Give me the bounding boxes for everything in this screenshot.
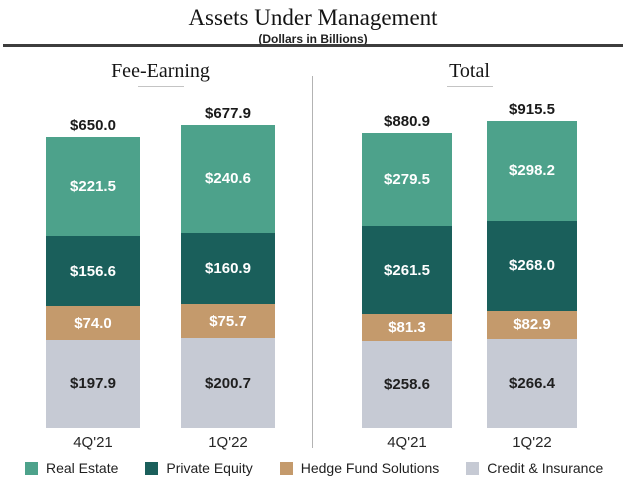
legend-item-credit-insurance: Credit & Insurance — [466, 460, 603, 476]
segment-real-estate: $298.2 — [487, 121, 577, 221]
legend-label: Credit & Insurance — [487, 460, 604, 476]
segment-private-equity: $156.6 — [46, 236, 140, 307]
legend-label: Private Equity — [166, 460, 253, 476]
legend-item-real-estate: Real Estate — [25, 460, 118, 476]
bar-total-label: $677.9 — [205, 105, 251, 122]
legend-swatch-icon — [279, 461, 293, 475]
stacked-bar-total-1q22: $915.5 $298.2 $268.0 $82.9 $266.4 — [487, 101, 577, 428]
legend-label: Real Estate — [46, 460, 119, 476]
chart-subtitle: (Dollars in Billions) — [258, 32, 368, 46]
segment-private-equity: $160.9 — [181, 232, 275, 305]
segment-real-estate: $240.6 — [181, 125, 275, 233]
segment-private-equity: $268.0 — [487, 220, 577, 311]
segment-hedge-fund-solutions: $81.3 — [362, 314, 452, 342]
bar-total-label: $915.5 — [509, 101, 555, 118]
x-axis-label: 4Q'21 — [387, 434, 427, 451]
segment-real-estate: $279.5 — [362, 132, 452, 227]
group-title-text: Total — [449, 60, 490, 82]
x-axis-label: 1Q'22 — [512, 434, 552, 451]
segment-private-equity: $261.5 — [362, 226, 452, 315]
x-axis-label: 1Q'22 — [208, 434, 248, 451]
stacked-bar-fee-earning-1q22: $677.9 $240.6 $160.9 $75.7 $200.7 — [181, 105, 275, 428]
group-title-fee-earning: Fee-Earning — [46, 58, 275, 87]
legend-label: Hedge Fund Solutions — [300, 460, 440, 476]
segment-credit-insurance: $258.6 — [362, 341, 452, 428]
group-title-text: Fee-Earning — [111, 60, 210, 82]
group-title-total: Total — [362, 58, 577, 87]
segment-credit-insurance: $197.9 — [46, 339, 140, 428]
legend-swatch-icon — [145, 461, 159, 475]
panel-divider — [312, 76, 313, 448]
group-title-underline — [446, 86, 493, 87]
legend-swatch-icon — [466, 461, 480, 475]
stacked-bar-total-4q21: $880.9 $279.5 $261.5 $81.3 $258.6 — [362, 113, 452, 428]
bar-total-label: $650.0 — [70, 117, 116, 135]
segment-credit-insurance: $200.7 — [181, 338, 275, 428]
legend-swatch-icon — [25, 461, 38, 475]
group-title-underline — [137, 86, 184, 87]
legend-item-hedge-fund-solutions: Hedge Fund Solutions — [279, 460, 440, 476]
plot-fee-earning: $650.0 $221.5 $156.6 $74.0 $197.9 $677.9 $240.… — [46, 0, 275, 428]
segment-credit-insurance: $266.4 — [487, 338, 577, 428]
plot-total: $880.9 $279.5 $261.5 $81.3 $258.6 $915.5 $298.… — [362, 0, 577, 428]
legend-item-private-equity: Private Equity — [145, 460, 253, 476]
chart-title: Assets Under Management — [188, 5, 438, 30]
segment-hedge-fund-solutions: $74.0 — [46, 306, 140, 340]
segment-real-estate: $221.5 — [46, 137, 140, 237]
bar-total-label: $880.9 — [384, 112, 430, 130]
legend: Real Estate Private Equity Hedge Fund Solu… — [25, 460, 603, 476]
segment-hedge-fund-solutions: $75.7 — [181, 304, 275, 339]
x-axis-label: 4Q'21 — [73, 434, 113, 451]
stacked-bar-fee-earning-4q21: $650.0 $221.5 $156.6 $74.0 $197.9 — [46, 117, 140, 428]
segment-hedge-fund-solutions: $82.9 — [487, 310, 577, 339]
header-rule — [3, 44, 623, 47]
